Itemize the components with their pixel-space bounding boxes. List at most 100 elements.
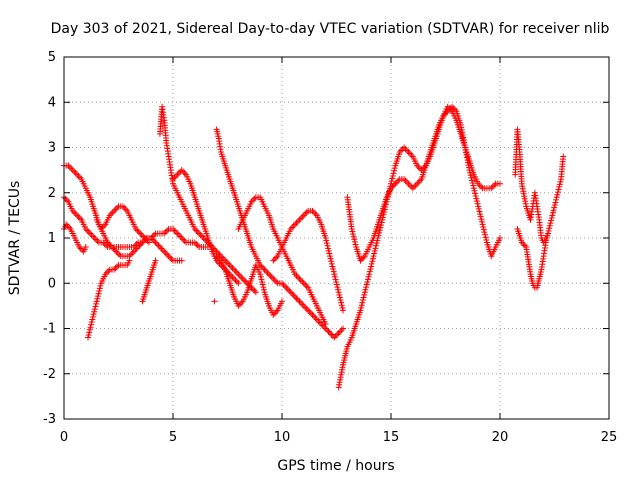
data-point-track-k bbox=[362, 286, 369, 293]
data-point-track-j bbox=[335, 289, 342, 296]
data-point-track-e bbox=[232, 268, 239, 275]
data-point-track-a bbox=[156, 244, 163, 251]
data-point-track-j bbox=[332, 276, 339, 283]
data-point-track-j bbox=[330, 268, 337, 275]
data-point-track-f bbox=[235, 280, 242, 287]
data-point-track-l bbox=[349, 228, 356, 235]
data-point-track-g bbox=[313, 316, 320, 323]
data-point-track-k bbox=[391, 167, 398, 174]
data-point-track-g bbox=[312, 314, 319, 321]
data-point-track-g bbox=[321, 323, 328, 330]
data-point-track-k bbox=[367, 266, 374, 273]
y-tick-label: 4 bbox=[48, 95, 56, 110]
data-point-track-k bbox=[364, 278, 371, 285]
data-point-track-m bbox=[554, 189, 561, 196]
data-point-track-k bbox=[402, 146, 409, 153]
data-point-track-l bbox=[472, 190, 479, 197]
data-point-track-m bbox=[551, 204, 558, 211]
data-point-track-g bbox=[332, 333, 339, 340]
data-point-track-c bbox=[112, 265, 119, 272]
data-point-track-g bbox=[280, 281, 287, 288]
data-point-track-c bbox=[89, 313, 96, 320]
data-point-track-g bbox=[292, 293, 299, 300]
data-point-track-b bbox=[133, 241, 140, 248]
data-point-track-j bbox=[302, 210, 309, 217]
data-point-track-k bbox=[376, 227, 383, 234]
data-point-track-l bbox=[350, 231, 357, 238]
data-point-track-g bbox=[305, 307, 312, 314]
data-point-track-d bbox=[135, 228, 142, 235]
data-point-track-a bbox=[178, 257, 185, 264]
data-point-track-k bbox=[377, 224, 384, 231]
data-point-track-m bbox=[549, 212, 556, 219]
data-point-track-b bbox=[94, 238, 101, 245]
data-point-track-f bbox=[178, 167, 185, 174]
data-point-track-e bbox=[228, 263, 235, 270]
data-point-track-k bbox=[361, 289, 368, 296]
data-point-track-d bbox=[146, 239, 153, 246]
data-point-track-l bbox=[467, 169, 474, 176]
data-point-track-e bbox=[229, 265, 236, 272]
data-point-track-b bbox=[91, 235, 98, 241]
data-point-track-g bbox=[308, 310, 315, 317]
data-point-track-j bbox=[337, 297, 344, 304]
data-point-track-d bbox=[114, 204, 121, 211]
data-point-track-m bbox=[555, 186, 562, 193]
data-point-track-c bbox=[105, 268, 112, 275]
data-point-track-l bbox=[472, 192, 479, 199]
data-point-track-a bbox=[114, 250, 121, 257]
data-point-track-a bbox=[116, 251, 123, 258]
data-point-track-a bbox=[71, 168, 78, 175]
y-axis-label: SDTVAR / TECUs bbox=[7, 181, 23, 296]
data-point-track-c bbox=[89, 316, 96, 323]
data-point-track-d bbox=[111, 207, 118, 214]
data-point-track-c bbox=[85, 331, 92, 338]
data-point-track-g bbox=[267, 272, 274, 279]
data-point-track-e bbox=[223, 259, 230, 266]
data-point-track-b bbox=[92, 236, 99, 243]
data-point-track-e bbox=[239, 275, 246, 282]
data-point-track-c bbox=[92, 303, 99, 310]
data-point-track-c bbox=[95, 290, 102, 297]
data-point-track-f bbox=[180, 168, 187, 175]
data-point-track-k bbox=[363, 284, 370, 291]
data-point-track-j bbox=[325, 247, 332, 254]
data-point-track-k bbox=[491, 182, 498, 189]
data-point-track-j bbox=[338, 299, 345, 306]
data-point-track-c bbox=[114, 263, 121, 270]
data-point-track-e bbox=[238, 274, 245, 281]
data-point-track-j bbox=[322, 235, 329, 241]
data-point-track-l bbox=[497, 235, 503, 241]
data-point-track-g bbox=[265, 271, 272, 278]
data-point-track-e bbox=[242, 278, 249, 285]
data-point-track-k bbox=[401, 144, 408, 151]
data-point-track-j bbox=[328, 260, 335, 267]
data-point-track-k bbox=[364, 276, 371, 283]
data-point-track-b bbox=[178, 235, 185, 241]
data-point-track-m bbox=[556, 181, 563, 188]
data-point-track-i bbox=[300, 280, 307, 287]
data-point-track-a bbox=[155, 242, 162, 249]
data-point-track-a bbox=[111, 247, 118, 254]
data-point-track-a bbox=[167, 254, 174, 261]
data-point-track-k bbox=[388, 178, 395, 185]
data-point-track-g bbox=[284, 286, 291, 293]
data-point-track-l bbox=[405, 180, 412, 187]
data-point-track-g bbox=[287, 289, 294, 296]
data-point-track-g bbox=[290, 292, 297, 299]
x-tick-label: 5 bbox=[169, 430, 177, 445]
data-point-track-i bbox=[297, 277, 304, 284]
data-point-track-g bbox=[338, 327, 345, 334]
data-point-track-e bbox=[252, 289, 259, 296]
data-point-track-k bbox=[373, 242, 380, 249]
data-point-track-k bbox=[359, 297, 366, 304]
data-point-track-g bbox=[334, 331, 341, 338]
data-point-track-l bbox=[475, 205, 482, 212]
data-point-track-d bbox=[109, 209, 116, 216]
data-point-track-f bbox=[232, 277, 239, 284]
y-tick-label: -3 bbox=[43, 412, 56, 427]
data-point-track-g bbox=[271, 277, 278, 284]
data-point-track-k bbox=[369, 258, 376, 265]
data-point-track-l bbox=[473, 195, 480, 202]
data-point-track-b bbox=[149, 233, 156, 240]
